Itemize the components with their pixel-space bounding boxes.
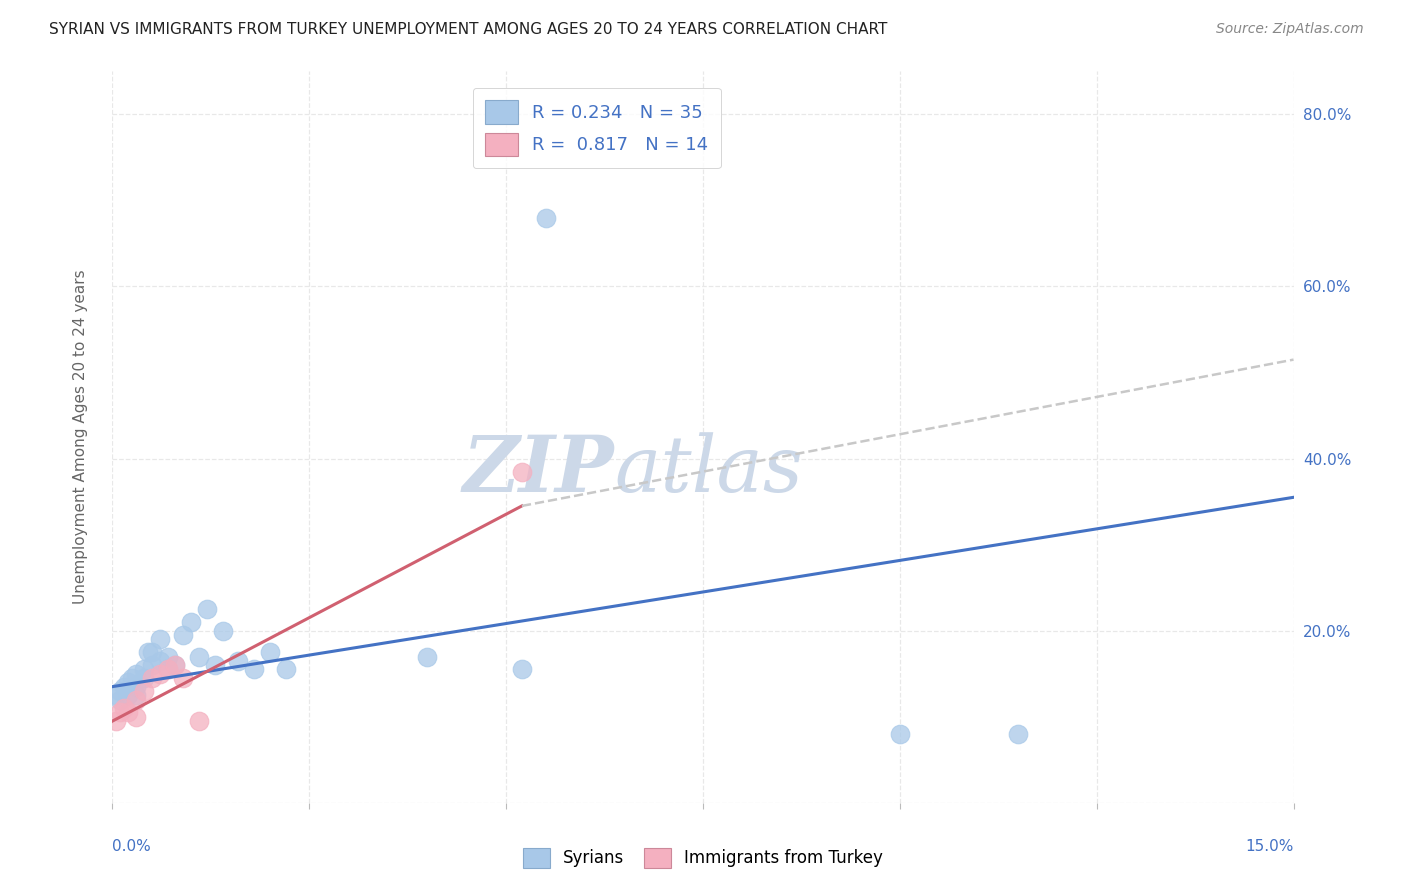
Point <box>1007 727 1029 741</box>
Point <box>149 654 172 668</box>
Point <box>141 645 163 659</box>
Point <box>110 692 132 706</box>
Point <box>110 684 132 698</box>
Point <box>112 680 135 694</box>
Text: SYRIAN VS IMMIGRANTS FROM TURKEY UNEMPLOYMENT AMONG AGES 20 TO 24 YEARS CORRELAT: SYRIAN VS IMMIGRANTS FROM TURKEY UNEMPLO… <box>49 22 887 37</box>
Point <box>510 465 533 479</box>
Point <box>172 628 194 642</box>
Text: Source: ZipAtlas.com: Source: ZipAtlas.com <box>1216 22 1364 37</box>
Point <box>188 649 211 664</box>
Point <box>534 211 557 225</box>
Point <box>156 649 179 664</box>
Point <box>172 671 194 685</box>
Point <box>141 658 163 673</box>
Point <box>125 680 148 694</box>
Point <box>132 662 155 676</box>
Point <box>243 662 266 676</box>
Point <box>117 675 139 690</box>
Point <box>156 662 179 676</box>
Point <box>510 662 533 676</box>
Point <box>149 632 172 647</box>
Point <box>204 658 226 673</box>
Point <box>889 727 911 741</box>
Point <box>228 654 250 668</box>
Point <box>165 658 187 673</box>
Point <box>125 710 148 724</box>
Point <box>125 688 148 702</box>
Point <box>112 701 135 715</box>
Point <box>211 624 233 638</box>
Point <box>132 684 155 698</box>
Legend: Syrians, Immigrants from Turkey: Syrians, Immigrants from Turkey <box>516 841 890 875</box>
Point <box>156 662 179 676</box>
Point <box>105 714 128 728</box>
Text: ZIP: ZIP <box>463 432 614 508</box>
Point <box>121 671 143 685</box>
Y-axis label: Unemployment Among Ages 20 to 24 years: Unemployment Among Ages 20 to 24 years <box>73 269 89 605</box>
Text: 0.0%: 0.0% <box>112 839 152 855</box>
Point <box>259 645 281 659</box>
Point <box>141 671 163 685</box>
Point <box>416 649 439 664</box>
Point <box>132 671 155 685</box>
Legend: R = 0.234   N = 35, R =  0.817   N = 14: R = 0.234 N = 35, R = 0.817 N = 14 <box>472 87 721 169</box>
Text: atlas: atlas <box>614 432 803 508</box>
Point <box>105 688 128 702</box>
Point <box>125 692 148 706</box>
Point <box>188 714 211 728</box>
Text: 15.0%: 15.0% <box>1246 839 1294 855</box>
Point <box>165 658 187 673</box>
Point <box>180 615 202 629</box>
Point <box>149 666 172 681</box>
Point <box>136 645 159 659</box>
Point <box>274 662 297 676</box>
Point <box>117 688 139 702</box>
Point <box>195 602 218 616</box>
Point <box>117 706 139 720</box>
Point <box>110 706 132 720</box>
Point <box>125 666 148 681</box>
